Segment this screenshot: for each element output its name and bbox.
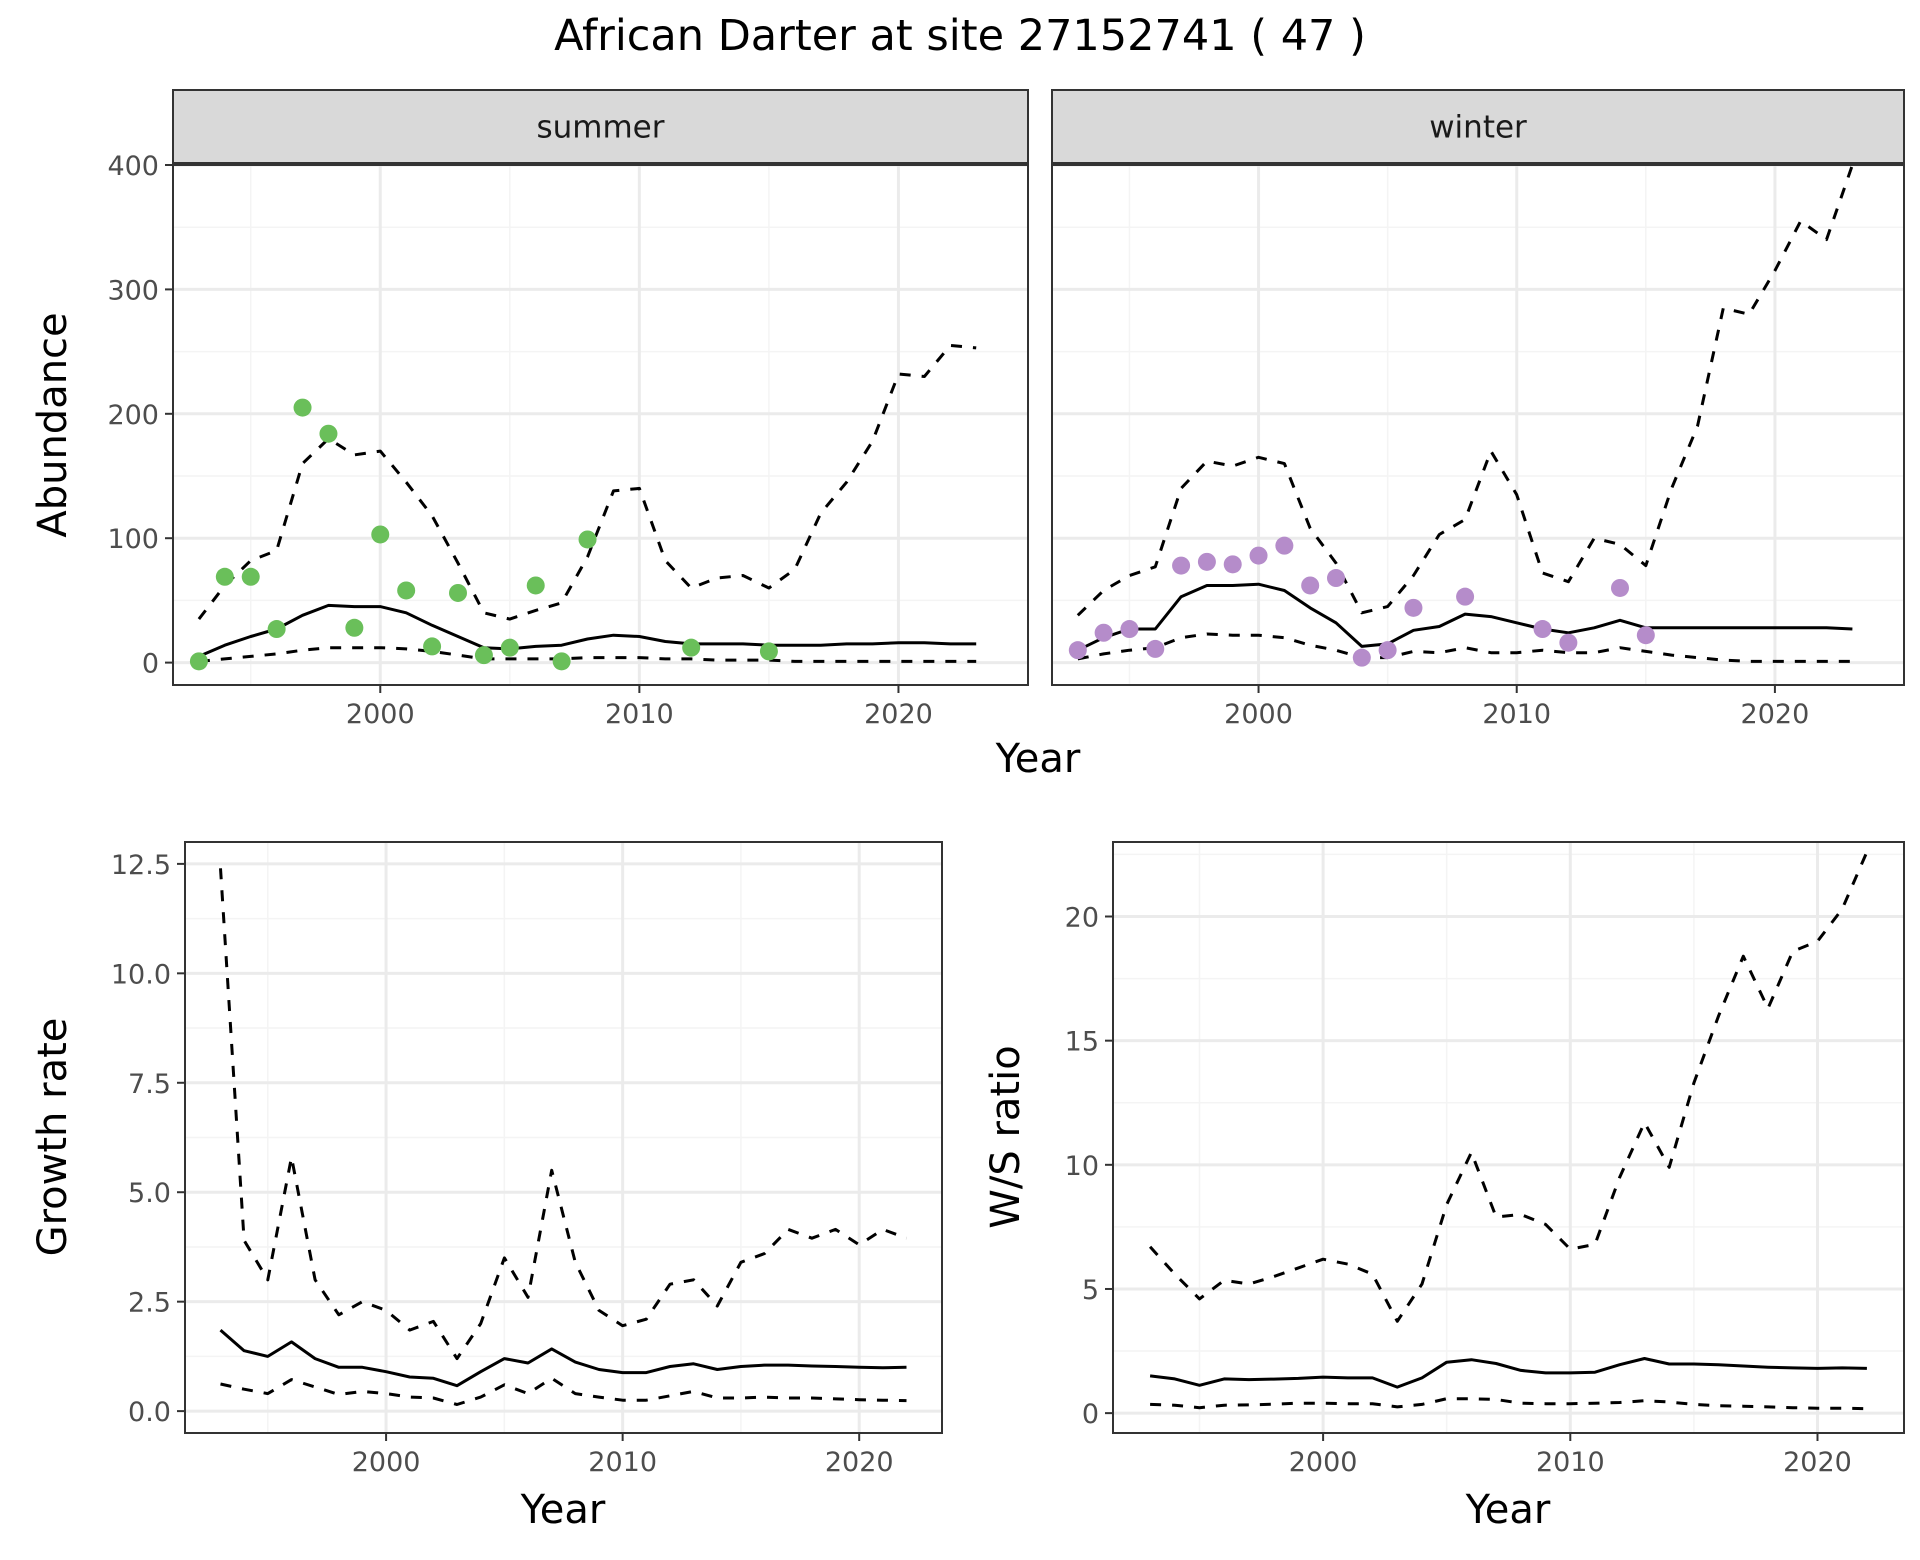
series-lower-line: [1077, 632, 1853, 663]
observed-point: [1275, 536, 1294, 555]
observed-point: [1146, 639, 1165, 658]
observed-point: [319, 424, 338, 443]
series-upper-line: [197, 343, 977, 621]
y-tick-label: 200: [107, 400, 159, 431]
x-axis-title-top: Year: [995, 736, 1081, 782]
observed-point: [1352, 648, 1371, 667]
observed-point: [1404, 598, 1423, 617]
series-median-line: [1077, 582, 1853, 652]
x-tick-label: 2000: [1289, 1447, 1358, 1478]
series-lower-line: [220, 1376, 907, 1406]
observed-point: [1172, 556, 1191, 575]
facet-strip: [1051, 89, 1905, 164]
series-median-line: [198, 603, 977, 658]
series-upper-line: [1076, 164, 1854, 617]
observed-point: [293, 398, 312, 417]
observed-point: [1533, 620, 1552, 639]
y-tick-label: 2.5: [128, 1288, 171, 1319]
observed-point: [1197, 552, 1216, 571]
x-tick-label: 2010: [605, 699, 674, 730]
panel-border: [172, 164, 1029, 686]
observed-point: [397, 581, 416, 600]
series-median-line: [219, 1328, 907, 1388]
y-tick-label: 7.5: [128, 1069, 171, 1100]
observed-point: [500, 638, 519, 657]
panel-border: [1112, 841, 1905, 1434]
x-tick-label: 2010: [588, 1447, 657, 1478]
observed-point: [1120, 620, 1139, 639]
series-lower-line: [198, 646, 977, 663]
observed-point: [1636, 626, 1655, 645]
x-tick-label: 2010: [1482, 699, 1551, 730]
panel-border: [184, 841, 943, 1434]
x-tick-label: 2020: [1741, 699, 1810, 730]
observed-point: [682, 638, 701, 657]
y-axis-title: Growth rate: [30, 1018, 76, 1257]
y-axis-title: W/S ratio: [983, 1045, 1029, 1228]
observed-point: [578, 530, 597, 549]
observed-point: [189, 652, 208, 671]
y-tick-label: 0.0: [128, 1397, 171, 1428]
observed-point: [1378, 641, 1397, 660]
y-tick-label: 5.0: [128, 1178, 171, 1209]
panel-winter: winter 2000 2010 2020: [1051, 89, 1905, 730]
observed-point: [474, 646, 493, 665]
observed-point: [759, 642, 778, 661]
observed-point: [1249, 546, 1268, 565]
facet-strip-label: summer: [536, 110, 664, 146]
y-tick-label: 100: [107, 524, 159, 555]
y-tick-label: 300: [107, 275, 159, 306]
panel-growth: 2000 2010 2020 0.0 2.5 5.0 7.5 10.0 12.5 Growth r…: [30, 841, 943, 1533]
x-axis-title: Year: [1465, 1487, 1551, 1533]
x-tick-label: 2000: [346, 699, 415, 730]
observed-point: [1611, 578, 1629, 597]
y-tick-label: 12.5: [111, 850, 171, 881]
y-tick-label: 10.0: [111, 959, 171, 990]
y-tick-label: 10: [1065, 1151, 1099, 1182]
series-upper-line: [1148, 851, 1869, 1323]
panel-ratio: 2000 2010 2020 0 5 10 15 20 W/S ratio Year: [983, 841, 1905, 1533]
observed-point: [1456, 587, 1475, 606]
observed-point: [267, 620, 286, 639]
x-tick-label: 2020: [1783, 1447, 1852, 1478]
observed-point: [449, 583, 467, 602]
observed-point: [241, 567, 260, 586]
chart-title: African Darter at site 27152741 ( 47 ): [554, 11, 1366, 61]
y-tick-label: 400: [107, 151, 159, 182]
observed-point: [1223, 555, 1242, 574]
x-tick-label: 2000: [352, 1447, 421, 1478]
observed-point: [345, 618, 364, 637]
x-tick-label: 2000: [1224, 699, 1293, 730]
observed-point: [1301, 576, 1320, 595]
y-tick-label: 20: [1065, 902, 1099, 933]
y-axis-title: Abundance: [30, 312, 76, 537]
observed-point: [371, 525, 390, 544]
x-tick-label: 2020: [825, 1447, 894, 1478]
x-axis-title: Year: [520, 1487, 606, 1533]
panel-border: [1051, 164, 1905, 686]
facet-strip-label: winter: [1429, 110, 1527, 146]
observed-point: [423, 637, 442, 656]
panel-summer: summer 2000 2010 2020 0 100 200 300 400 Abundance: [30, 89, 1029, 730]
x-tick-label: 2020: [864, 699, 933, 730]
y-tick-label: 5: [1082, 1275, 1099, 1306]
observed-point: [1094, 623, 1113, 642]
series-upper-line: [219, 868, 908, 1361]
facet-strip: [172, 89, 1029, 164]
series-lower-line: [1150, 1397, 1867, 1411]
observed-point: [1559, 633, 1578, 652]
y-tick-label: 0: [142, 649, 159, 680]
observed-point: [526, 576, 545, 595]
series-median-line: [1149, 1357, 1867, 1389]
x-tick-label: 2010: [1536, 1447, 1605, 1478]
y-tick-label: 15: [1065, 1027, 1099, 1058]
observed-point: [552, 652, 571, 671]
y-tick-label: 0: [1082, 1399, 1099, 1430]
observed-point: [1068, 641, 1087, 660]
observed-point: [1327, 569, 1345, 588]
observed-point: [215, 567, 234, 586]
